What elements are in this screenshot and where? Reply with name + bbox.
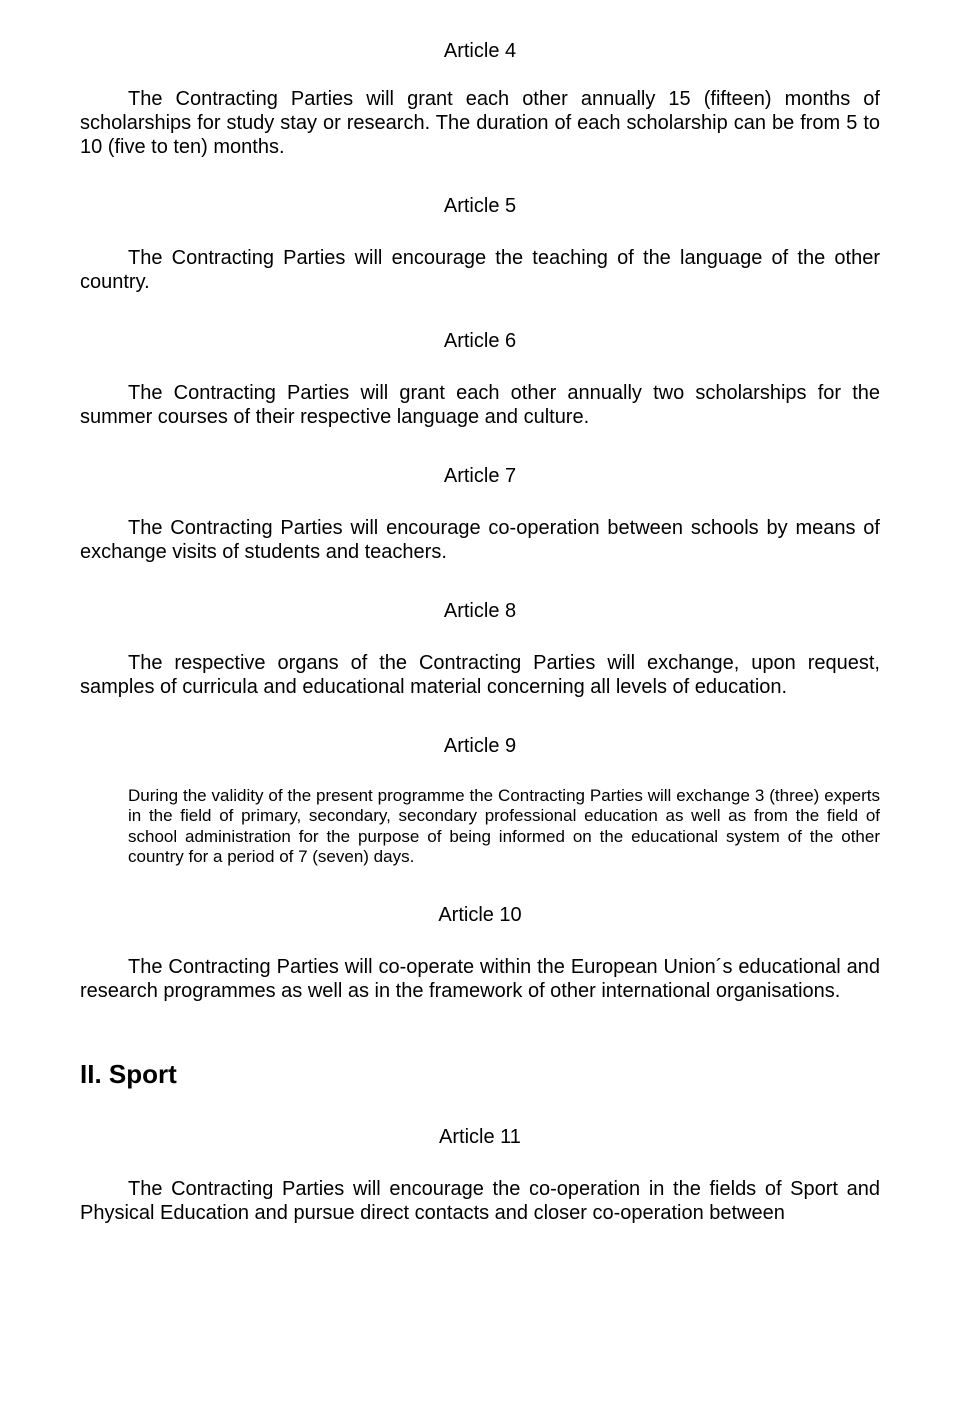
article-8-text: The respective organs of the Contracting…: [80, 651, 880, 699]
article-10-text: The Contracting Parties will co-operate …: [80, 955, 880, 1003]
article-4-heading: Article 4: [80, 40, 880, 63]
article-7-heading: Article 7: [80, 465, 880, 488]
article-11-heading: Article 11: [80, 1126, 880, 1149]
article-9-text: During the validity of the present progr…: [80, 786, 880, 868]
article-7-text: The Contracting Parties will encourage c…: [80, 516, 880, 564]
article-4-text: The Contracting Parties will grant each …: [80, 87, 880, 159]
article-9-heading: Article 9: [80, 735, 880, 758]
article-6-heading: Article 6: [80, 330, 880, 353]
article-5-heading: Article 5: [80, 195, 880, 218]
article-5-text: The Contracting Parties will encourage t…: [80, 246, 880, 294]
article-6-text: The Contracting Parties will grant each …: [80, 381, 880, 429]
article-10-heading: Article 10: [80, 904, 880, 927]
section-2-heading: II. Sport: [80, 1059, 880, 1090]
article-11-text: The Contracting Parties will encourage t…: [80, 1177, 880, 1225]
article-8-heading: Article 8: [80, 600, 880, 623]
